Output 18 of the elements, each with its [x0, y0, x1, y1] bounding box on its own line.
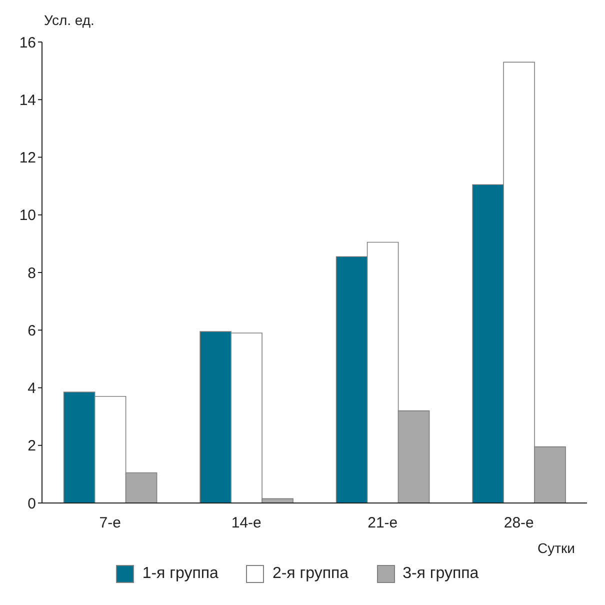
y-tick-label: 6: [28, 322, 36, 340]
y-tick-label: 12: [19, 150, 36, 167]
legend-label: 3-я группа: [402, 565, 479, 583]
legend-label: 1-я группа: [142, 565, 218, 583]
x-tick-label: 14-е: [231, 514, 262, 532]
y-tick-label: 2: [28, 438, 36, 455]
x-tick-label: 7-е: [99, 514, 121, 532]
y-tick-label: 16: [19, 34, 36, 52]
y-tick-label: 4: [28, 380, 36, 398]
y-tick-label: 14: [19, 92, 36, 109]
x-tick-label: 28-е: [504, 514, 534, 532]
x-tick-label: 21-е: [368, 514, 398, 532]
y-tick-label: 8: [28, 264, 36, 282]
legend-label: 2-я группа: [272, 565, 349, 583]
y-axis-title: Усл. ед.: [44, 12, 94, 28]
x-axis-title: Сутки: [538, 540, 575, 556]
y-tick-label: 0: [28, 495, 36, 512]
y-tick-label: 10: [19, 207, 36, 224]
